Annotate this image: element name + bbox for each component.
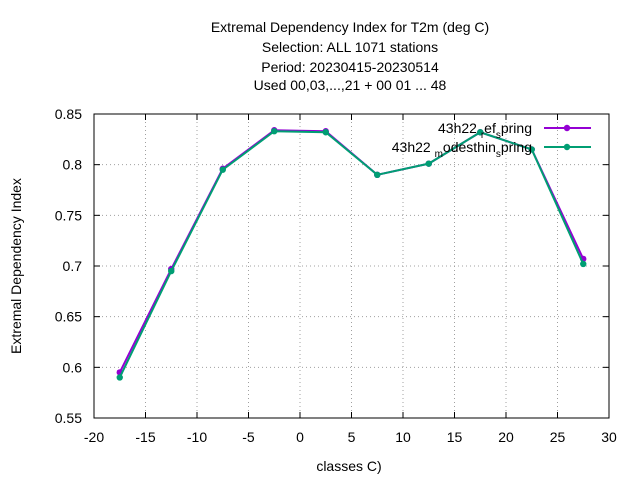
legend-marker-1 xyxy=(563,143,571,151)
x-tick-label: 10 xyxy=(395,429,411,445)
x-tick-label: 5 xyxy=(348,429,356,445)
data-point xyxy=(477,129,484,136)
grid xyxy=(94,114,609,418)
x-tick-label: 25 xyxy=(550,429,566,445)
y-tick-label: 0.7 xyxy=(63,258,83,274)
data-point xyxy=(116,374,123,381)
data-point xyxy=(271,128,278,135)
y-tick-label: 0.75 xyxy=(55,207,82,223)
data-point xyxy=(219,166,226,173)
series-line-1 xyxy=(118,130,585,378)
y-tick-label: 0.65 xyxy=(55,309,82,325)
chart-title-line-2: Selection: ALL 1071 stations xyxy=(261,39,439,55)
x-axis-label: classes C) xyxy=(316,458,381,474)
chart-title-line-1: Extremal Dependency Index for T2m (deg C… xyxy=(210,19,490,35)
y-tick-label: 0.85 xyxy=(55,106,82,122)
x-tick-label: 20 xyxy=(498,429,514,445)
legend-label-1: 43h22 modesthinspring xyxy=(392,139,532,160)
data-point xyxy=(168,267,175,275)
x-tick-label: 0 xyxy=(296,429,304,445)
x-tick-label: -10 xyxy=(187,429,207,445)
x-tick-label: -20 xyxy=(84,429,104,445)
x-tick-label: -5 xyxy=(242,429,255,445)
y-tick-label: 0.55 xyxy=(55,410,82,426)
chart-title-line-4: Used 00,03,...,21 + 00 01 ... 48 xyxy=(253,77,447,93)
x-tick-label: 30 xyxy=(601,429,617,445)
data-point xyxy=(374,171,381,178)
chart-title-line-3: Period: 20230415-20230514 xyxy=(261,59,439,75)
legend-marker-0 xyxy=(563,124,571,132)
legend-label-0: 43h22 refspring xyxy=(438,120,532,141)
data-point xyxy=(528,146,535,153)
series-group xyxy=(116,127,587,381)
x-tick-label: 15 xyxy=(447,429,463,445)
data-point xyxy=(425,160,432,167)
y-tick-label: 0.8 xyxy=(63,157,83,173)
axes: -20 -15 -10 -5 0 5 10 15 20 25 30 0.55 0.6 0.65 0.7 0.7… xyxy=(55,106,617,445)
y-tick-label: 0.6 xyxy=(63,359,83,375)
y-axis-label: Extremal Dependency Index xyxy=(8,178,24,354)
data-point xyxy=(580,260,587,268)
x-tick-label: -15 xyxy=(135,429,155,445)
data-point xyxy=(322,129,329,136)
